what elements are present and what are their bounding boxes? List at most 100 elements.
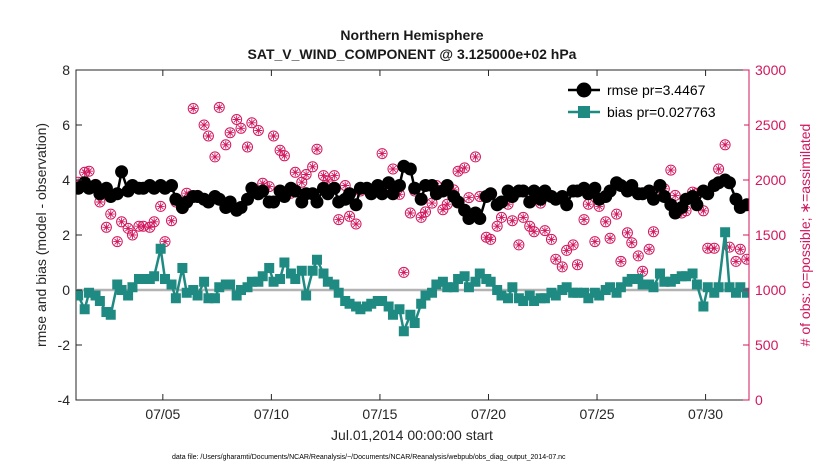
bias-point [654, 268, 665, 279]
obs-count-point [202, 130, 214, 142]
chart-subtitle: SAT_V_WIND_COMPONENT @ 3.125000e+02 hPa [248, 46, 577, 62]
rmse-point [646, 192, 660, 206]
obs-count-point [307, 161, 319, 173]
bias-point [155, 243, 166, 254]
obs-assimilated-marker [247, 118, 256, 127]
obs-assimilated-marker [167, 216, 176, 225]
bias-point [539, 293, 550, 304]
rmse-point [392, 179, 406, 192]
bias-point [285, 268, 296, 279]
bias-point [170, 293, 181, 304]
bias-point [687, 268, 698, 279]
obs-possible-marker [231, 114, 243, 125]
obs-assimilated-marker [232, 115, 241, 124]
obs-possible-marker [344, 210, 356, 222]
obs-count-point [708, 242, 720, 254]
bias-point [474, 268, 485, 279]
obs-possible-marker [274, 144, 286, 156]
bias-point [709, 287, 720, 298]
obs-count-point [220, 139, 232, 151]
bias-point [76, 290, 84, 301]
bias-point [268, 276, 279, 287]
obs-possible-marker [506, 215, 518, 227]
obs-possible-marker [224, 127, 236, 139]
obs-assimilated-marker [334, 215, 343, 224]
obs-possible-marker [148, 216, 160, 228]
obs-assimilated-marker [645, 245, 654, 254]
obs-possible-marker [111, 236, 123, 248]
bias-point [188, 285, 199, 295]
bias-point [713, 282, 724, 293]
obs-count-point [452, 165, 464, 177]
obs-count-point [300, 169, 312, 180]
x-tick-label: 07/25 [580, 406, 615, 422]
bias-point [192, 290, 203, 301]
obs-possible-marker [202, 130, 214, 142]
obs-count-point [545, 233, 557, 245]
obs-count-point [242, 141, 254, 153]
bias-point [405, 309, 416, 320]
bias-point [416, 298, 427, 309]
obs-count-point [485, 233, 497, 245]
obs-assimilated-marker [291, 168, 300, 177]
obs-assimilated-marker [312, 145, 321, 154]
y-left-tick-label: 6 [62, 117, 70, 133]
bias-point [561, 282, 572, 293]
obs-count-point [561, 244, 573, 256]
obs-possible-marker [561, 244, 573, 256]
obs-count-point [213, 101, 225, 113]
bias-point [84, 287, 95, 298]
obs-assimilated-marker [590, 237, 599, 246]
bias-point [355, 304, 366, 315]
bias-point [594, 290, 605, 301]
obs-possible-marker [517, 211, 529, 223]
obs-possible-marker [719, 139, 731, 151]
obs-count-point [571, 259, 583, 271]
obs-assimilated-marker [345, 212, 354, 221]
obs-assimilated-marker [699, 206, 708, 215]
obs-assimilated-marker [540, 226, 549, 235]
y-axis-left-label: rmse and bias (model - observation) [33, 123, 49, 347]
obs-assimilated-marker [243, 143, 252, 151]
obs-possible-marker [626, 237, 638, 249]
x-tick-label: 07/30 [688, 406, 723, 422]
bias-point [290, 274, 301, 284]
obs-possible-marker [328, 170, 340, 182]
rmse-point [414, 192, 428, 206]
bias-point [648, 282, 659, 293]
bias-point [409, 318, 420, 328]
obs-possible-marker [578, 214, 590, 226]
obs-possible-marker [278, 150, 290, 162]
y-right-tick-label: 1500 [755, 227, 786, 243]
obs-count-point [524, 220, 536, 232]
bias-point [637, 279, 648, 290]
bias-point [463, 282, 474, 293]
obs-count-point [83, 165, 95, 177]
bias-point [90, 290, 101, 301]
bias-point [524, 290, 535, 301]
obs-assimilated-marker [258, 179, 267, 188]
y-right-tick-label: 2500 [755, 117, 786, 133]
obs-assimilated-marker [547, 235, 556, 244]
y-left-tick-label: -4 [58, 392, 71, 408]
obs-possible-marker [242, 141, 254, 153]
obs-assimilated-marker [464, 193, 473, 202]
y-axis-right-label: # of obs: o=possible; ∗=assimilated [797, 124, 813, 347]
obs-count-point [550, 253, 562, 265]
bias-point [311, 254, 322, 265]
bias-point [507, 282, 518, 293]
bias-point [605, 282, 616, 293]
obs-count-point [317, 170, 329, 182]
obs-count-point [415, 211, 427, 223]
rmse-point [516, 184, 530, 198]
obs-assimilated-marker [156, 202, 165, 211]
rmse-point [403, 162, 417, 176]
obs-assimilated-marker [580, 215, 589, 224]
obs-count-point [166, 215, 178, 227]
obs-assimilated-marker [421, 207, 430, 216]
obs-assimilated-marker [606, 234, 615, 243]
bias-point [123, 290, 134, 301]
obs-assimilated-marker [671, 191, 680, 200]
obs-possible-marker [252, 125, 264, 136]
